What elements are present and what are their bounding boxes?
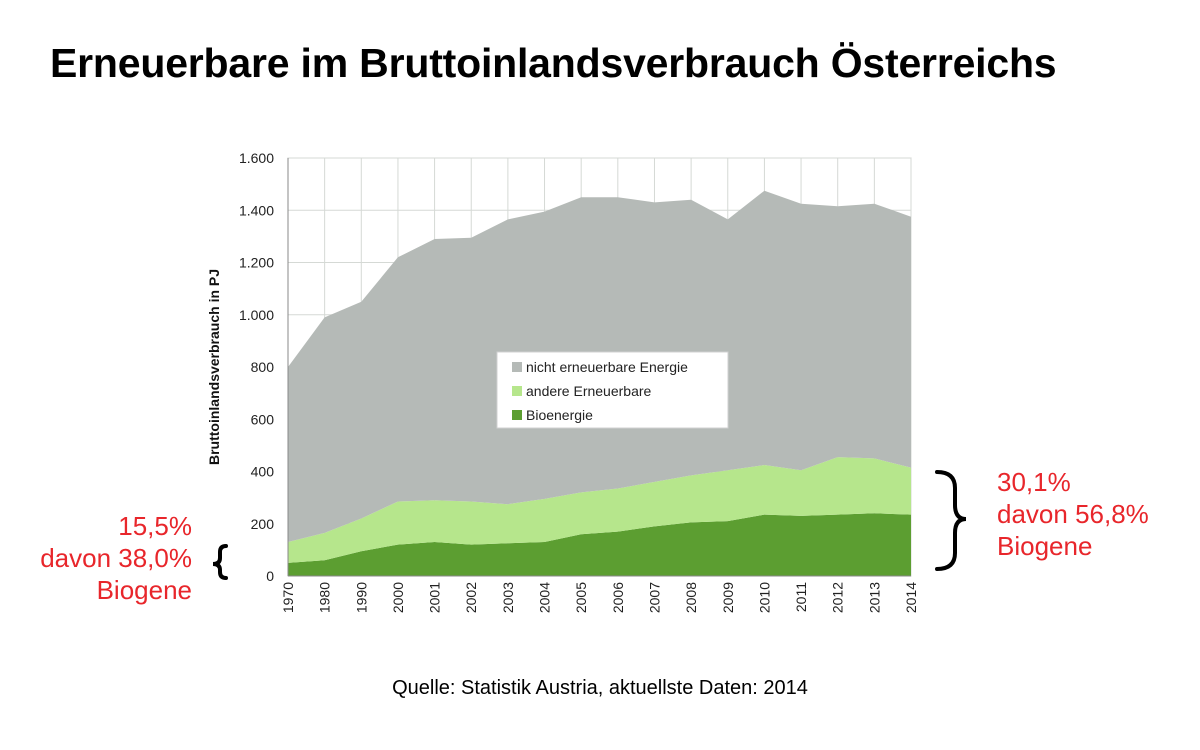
x-tick-label: 2003: [500, 582, 516, 613]
legend-label: andere Erneuerbare: [526, 383, 652, 399]
y-tick-label: 1.000: [239, 307, 274, 323]
legend-box: [496, 351, 729, 429]
brace-right-icon: [935, 470, 967, 571]
x-tick-label: 2009: [720, 582, 736, 613]
source-note: Quelle: Statistik Austria, aktuellste Da…: [392, 677, 808, 699]
annotation-right-biogenic: davon 56,8%: [997, 499, 1149, 529]
annotation-left: 15,5% davon 38,0% Biogene: [40, 510, 192, 606]
x-tick-label: 2011: [793, 582, 809, 612]
annotation-right-label: Biogene: [997, 531, 1093, 561]
x-tick-label: 1990: [353, 582, 369, 613]
y-tick-label: 1.200: [239, 255, 274, 271]
x-tick-label: 2001: [427, 582, 443, 613]
y-tick-label: 0: [266, 568, 274, 584]
x-tick-label: 2013: [866, 582, 882, 613]
legend-label: nicht erneuerbare Energie: [526, 359, 688, 375]
annotation-right-share: 30,1%: [997, 467, 1071, 497]
y-tick-label: 200: [251, 516, 275, 532]
x-tick-label: 2006: [610, 582, 626, 613]
page-title: Erneuerbare im Bruttoinlandsverbrauch Ös…: [50, 40, 1057, 86]
legend-swatch: [512, 410, 522, 420]
x-tick-label: 2004: [537, 582, 553, 613]
brace-left-icon: [212, 544, 228, 580]
x-tick-label: 1980: [317, 582, 333, 613]
x-tick-label: 2012: [830, 582, 846, 613]
x-tick-label: 1970: [280, 582, 296, 613]
annotation-right: 30,1% davon 56,8% Biogene: [997, 466, 1149, 562]
x-tick-label: 2008: [683, 582, 699, 613]
axes: 0 200 400 600 800 1.000 1.200 1.400 1.600 1970 198…: [239, 150, 919, 613]
x-tick-label: 2005: [573, 582, 589, 613]
legend-swatch: [512, 386, 522, 396]
annotation-left-share: 15,5%: [118, 511, 192, 541]
legend-label: Bioenergie: [526, 407, 593, 423]
x-tick-label: 2000: [390, 582, 406, 613]
y-tick-label: 400: [251, 464, 275, 480]
annotation-left-biogenic: davon 38,0%: [40, 543, 192, 573]
legend: nicht erneuerbare Energie andere Erneuerb…: [496, 351, 729, 429]
area-bioenergie: [288, 513, 911, 576]
y-tick-label: 600: [251, 411, 275, 427]
annotation-left-label: Biogene: [96, 575, 192, 605]
y-tick-label: 1.600: [239, 150, 274, 166]
legend-swatch: [512, 362, 522, 372]
y-axis-label: Bruttoinlandsverbrauch in PJ: [206, 269, 222, 465]
y-tick-label: 800: [251, 359, 275, 375]
y-tick-label: 1.400: [239, 202, 274, 218]
area-andere-erneuerbare: [288, 457, 911, 563]
x-tick-label: 2002: [463, 582, 479, 613]
x-tick-label: 2007: [646, 582, 662, 613]
x-tick-label: 2014: [903, 582, 919, 613]
x-tick-label: 2010: [756, 582, 772, 613]
